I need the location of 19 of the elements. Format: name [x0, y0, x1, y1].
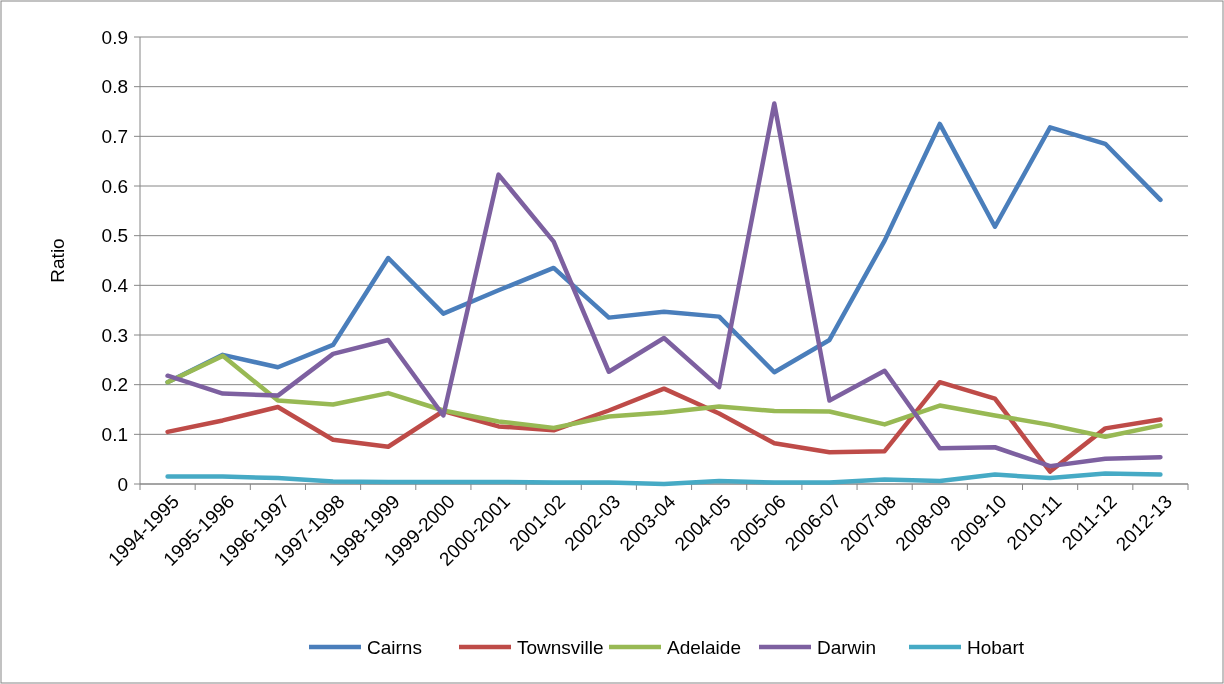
legend-label: Adelaide	[667, 636, 741, 658]
y-tick-label: 0.5	[101, 225, 128, 247]
y-tick-label: 0.8	[101, 76, 128, 98]
line-series	[165, 101, 1163, 469]
y-tick-label: 0.3	[101, 324, 128, 346]
y-tick-label: 0	[117, 473, 128, 495]
legend-label: Hobart	[967, 636, 1025, 658]
y-tick-label: 0.7	[101, 125, 128, 147]
legend-label: Darwin	[817, 636, 877, 658]
legend-label: Townsville	[517, 636, 604, 658]
y-axis-title: Ratio	[47, 238, 68, 283]
legend-label: Cairns	[367, 636, 422, 658]
y-tick-label: 0.9	[101, 26, 128, 48]
y-tick-label: 0.6	[101, 175, 128, 197]
y-tick-label: 0.2	[101, 374, 128, 396]
y-tick-label: 0.4	[101, 274, 129, 296]
line-series	[165, 471, 1163, 487]
y-tick-label: 0.1	[101, 423, 128, 445]
line-series	[165, 353, 1163, 440]
